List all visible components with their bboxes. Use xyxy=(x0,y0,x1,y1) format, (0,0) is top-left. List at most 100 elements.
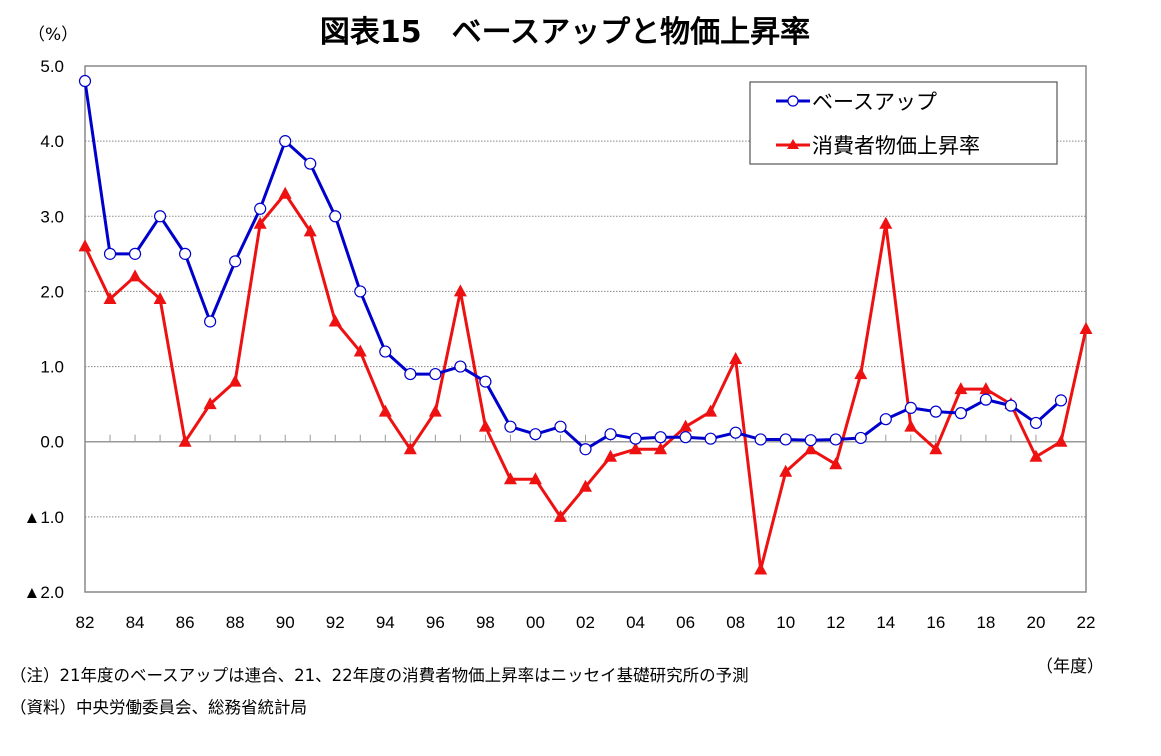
y-tick-label: 1.0 xyxy=(40,358,64,377)
data-point xyxy=(78,239,92,252)
x-tick-label: 88 xyxy=(226,613,245,632)
data-point xyxy=(879,216,893,229)
data-point xyxy=(979,393,993,406)
data-point xyxy=(103,247,117,260)
x-tick-label: 82 xyxy=(76,613,95,632)
x-tick-label: 94 xyxy=(376,613,395,632)
data-point xyxy=(679,419,693,432)
data-point xyxy=(404,367,417,381)
data-point xyxy=(153,291,167,304)
x-tick-label: 84 xyxy=(126,613,145,632)
data-point xyxy=(704,404,718,417)
x-tick-label: 04 xyxy=(626,613,645,632)
data-point xyxy=(253,216,267,229)
data-point xyxy=(729,352,743,365)
x-tick-label: 86 xyxy=(176,613,195,632)
data-point xyxy=(454,360,467,373)
series-line xyxy=(83,80,1062,451)
y-tick-label: 5.0 xyxy=(40,57,64,76)
data-point xyxy=(203,397,217,410)
x-tick-label: 12 xyxy=(826,613,845,632)
x-tick-label: 98 xyxy=(476,613,495,632)
data-point xyxy=(929,442,943,455)
data-point xyxy=(553,509,567,522)
x-tick-label: 22 xyxy=(1077,613,1096,632)
legend-label-cpi: 消費者物価上昇率 xyxy=(812,134,980,158)
y-tick-label: 4.0 xyxy=(40,132,64,151)
data-point xyxy=(78,74,92,88)
data-point xyxy=(854,431,867,445)
data-point xyxy=(829,457,843,470)
footnote-note: （注）21年度のベースアップは連合、21、22年度の消費者物価上昇率はニッセイ基… xyxy=(10,666,749,685)
y-tick-label: 2.0 xyxy=(40,282,64,301)
data-point xyxy=(428,404,442,417)
chart-title: 図表15 ベースアップと物価上昇率 xyxy=(320,15,810,50)
data-point xyxy=(328,314,342,327)
data-point xyxy=(804,434,817,447)
data-point xyxy=(153,210,167,223)
data-point xyxy=(879,413,892,426)
x-tick-label: 96 xyxy=(426,613,445,632)
data-point xyxy=(904,419,918,432)
data-point xyxy=(329,210,342,223)
data-point xyxy=(579,443,592,456)
data-point xyxy=(1004,399,1018,412)
data-point xyxy=(1054,434,1068,447)
y-tick-label: ▲1.0 xyxy=(24,508,64,527)
x-tick-label: 16 xyxy=(926,613,945,632)
data-point xyxy=(378,404,392,417)
data-point xyxy=(754,562,768,575)
data-point xyxy=(128,247,142,260)
data-point xyxy=(529,428,542,441)
data-point xyxy=(654,442,668,455)
legend: ベースアップ 消費者物価上昇率 xyxy=(749,81,1058,165)
x-tick-label: 92 xyxy=(326,613,345,632)
data-point xyxy=(754,433,767,446)
data-point xyxy=(929,405,942,418)
x-tick-label: 02 xyxy=(576,613,595,632)
legend-label-base-up: ベースアップ xyxy=(812,90,937,114)
footnote-source: （資料）中央労働委員会、総務省統計局 xyxy=(10,698,307,717)
data-point xyxy=(353,344,367,357)
data-point xyxy=(304,157,317,170)
data-point xyxy=(804,442,818,455)
data-point xyxy=(453,284,467,297)
y-axis-ticks: 5.0 4.0 3.0 2.0 1.0 0.0 ▲1.0 ▲2.0 xyxy=(24,57,64,602)
data-point xyxy=(303,224,317,237)
data-point xyxy=(779,464,793,477)
data-point xyxy=(279,135,292,148)
data-point xyxy=(679,431,692,444)
x-tick-label: 18 xyxy=(976,613,995,632)
data-point xyxy=(979,382,993,395)
data-point xyxy=(128,269,142,282)
series-base-up xyxy=(78,74,1068,456)
legend-marker-open-circle-icon xyxy=(787,95,799,107)
series-cpi xyxy=(78,186,1093,575)
data-point xyxy=(779,433,792,446)
data-point xyxy=(954,382,968,395)
y-tick-label: 3.0 xyxy=(40,207,64,226)
legend-item-cpi: 消費者物価上昇率 xyxy=(776,134,980,158)
data-point xyxy=(403,442,417,455)
x-tick-label: 06 xyxy=(676,613,695,632)
data-point xyxy=(178,434,192,447)
data-point xyxy=(429,367,442,381)
data-point xyxy=(904,401,917,414)
data-point xyxy=(1054,394,1068,407)
data-point xyxy=(528,472,542,485)
data-point xyxy=(829,433,842,446)
data-point xyxy=(504,420,517,433)
data-point xyxy=(604,428,617,441)
series-layer xyxy=(78,74,1093,575)
x-tick-label: 00 xyxy=(526,613,545,632)
data-point xyxy=(954,407,967,420)
data-point xyxy=(503,472,517,485)
y-axis-unit-label: （%） xyxy=(28,25,78,45)
data-point xyxy=(204,315,217,328)
data-point xyxy=(278,186,292,199)
legend-item-base-up: ベースアップ xyxy=(776,90,937,114)
x-tick-label: 08 xyxy=(726,613,745,632)
data-point xyxy=(254,202,267,215)
x-axis-ticks: 82 84 86 88 90 92 94 96 98 00 02 04 06 08 10 12 14 16 18 20… xyxy=(76,613,1096,632)
